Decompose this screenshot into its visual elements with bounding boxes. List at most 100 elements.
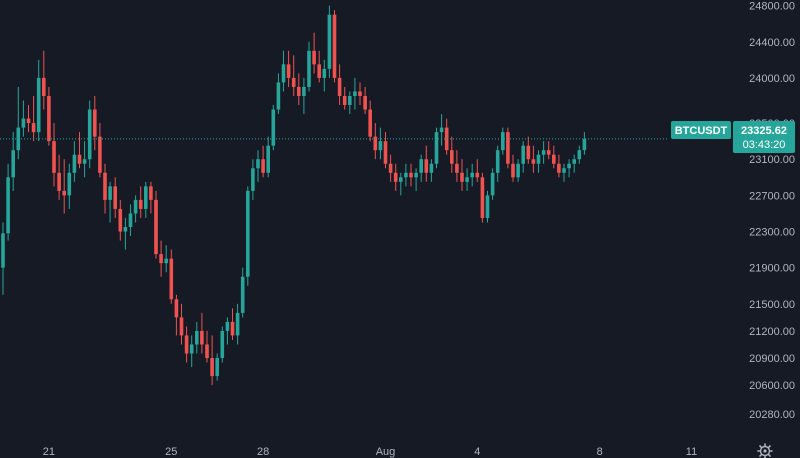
candle (11, 132, 15, 191)
candle (235, 303, 240, 345)
candle-body (429, 163, 434, 173)
candle (16, 86, 21, 160)
candle-body (47, 95, 51, 142)
candle-body (307, 50, 311, 87)
price-tick-label: 21500.00 (749, 299, 795, 311)
candle-body (256, 159, 260, 169)
price-tick-label: 24000.00 (749, 73, 795, 85)
candle (419, 154, 423, 182)
candle (179, 303, 184, 345)
candle-body (465, 177, 469, 182)
candle-body (383, 141, 388, 164)
candle (271, 105, 276, 151)
candle-body (52, 141, 56, 173)
candle-body (67, 172, 72, 196)
candle (348, 91, 352, 115)
candle (220, 326, 225, 363)
candle-body (169, 258, 174, 300)
candle-body (424, 159, 429, 173)
candle (521, 141, 525, 173)
candle (200, 312, 204, 354)
candle-body (200, 330, 204, 345)
candle (434, 127, 439, 169)
candle (526, 136, 531, 164)
candle (378, 127, 383, 160)
candle (230, 308, 235, 340)
candle (77, 132, 82, 169)
candle-body (521, 145, 525, 164)
candle-body (205, 344, 209, 359)
candle (98, 123, 102, 178)
candle (276, 73, 281, 115)
candle-body (414, 172, 418, 178)
candle-body (460, 172, 464, 182)
candle-body (327, 14, 332, 69)
candle-body (332, 14, 337, 78)
candle-body (531, 159, 536, 164)
candle (363, 86, 367, 115)
candle-body (42, 77, 46, 96)
candle (536, 150, 541, 173)
candle (57, 154, 61, 200)
candle (562, 163, 566, 182)
candle-body (577, 150, 582, 160)
candle-body (240, 276, 245, 313)
candle (205, 330, 209, 363)
price-tick-label: 20900.00 (749, 353, 795, 365)
candle-body (108, 186, 112, 200)
candle (31, 95, 36, 142)
candle (460, 159, 464, 191)
candle (174, 294, 179, 336)
candle (189, 335, 194, 368)
candle-body (399, 177, 403, 182)
candle (506, 127, 510, 169)
candle (261, 145, 265, 178)
gear-icon[interactable] (757, 443, 773, 458)
price-tick-label: 24800.00 (749, 1, 795, 13)
candle-body (506, 132, 510, 164)
last-price-badge (733, 121, 795, 153)
price-tick-label: 21900.00 (749, 263, 795, 275)
candle-body (322, 68, 327, 78)
candle-body (475, 172, 480, 178)
candle-body (582, 138, 587, 151)
candle-body (501, 132, 505, 151)
candle-body (368, 109, 372, 137)
candle (531, 145, 536, 173)
candle (399, 172, 403, 196)
candle-body (450, 150, 454, 164)
candle-body (286, 64, 291, 78)
candle-body (419, 159, 423, 173)
candle-body (281, 64, 286, 83)
candle (128, 204, 133, 237)
candle-body (526, 145, 531, 160)
candle (546, 141, 551, 160)
candle-body (251, 168, 255, 191)
candle (322, 59, 327, 92)
candle (210, 335, 214, 386)
candle-body (235, 312, 240, 336)
candle-body (246, 190, 250, 277)
candle (215, 353, 219, 381)
candle (424, 145, 429, 182)
candle (511, 154, 515, 182)
candle (169, 249, 174, 304)
candle-body (378, 141, 383, 151)
candle-body (317, 64, 321, 78)
candle-body (373, 136, 378, 151)
candle-body (444, 127, 449, 151)
time-axis[interactable]: 21 25 28 Aug 4 8 11 (43, 446, 697, 458)
candle-body (562, 168, 566, 173)
price-tick-label: 20280.00 (749, 409, 795, 421)
candle (281, 50, 286, 92)
candle (103, 163, 107, 214)
candle-body (11, 150, 15, 178)
candle (480, 172, 485, 223)
candle-body (291, 77, 296, 87)
candle (388, 154, 393, 182)
candle-body (266, 145, 270, 173)
candle-body (87, 109, 92, 160)
candle-body (557, 163, 561, 173)
price-axis[interactable]: 24800.0024400.0024000.0023500.0023100.00… (749, 1, 795, 421)
